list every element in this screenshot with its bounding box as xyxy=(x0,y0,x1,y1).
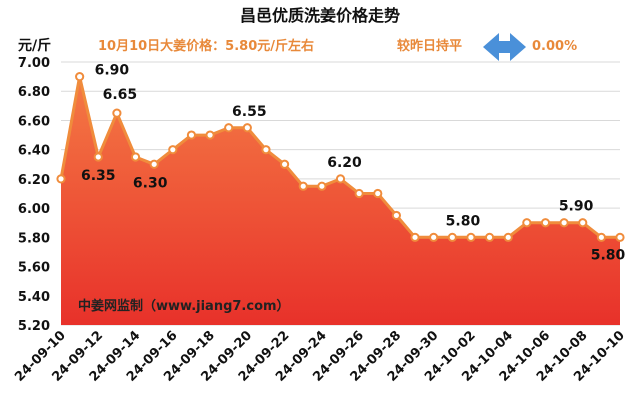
data-point xyxy=(130,152,141,162)
data-point xyxy=(429,232,439,242)
data-point xyxy=(466,232,476,242)
left-right-arrow-icon xyxy=(483,33,526,61)
y-tick-label: 5.40 xyxy=(18,290,50,305)
y-axis-ticks: 7.00 6.80 6.60 6.40 6.20 6.00 5.80 5.60 5.40 5.20 xyxy=(18,56,50,334)
y-tick-label: 6.80 xyxy=(18,85,50,100)
data-point xyxy=(391,210,401,221)
data-label: 6.55 xyxy=(232,104,267,120)
data-label: 6.30 xyxy=(133,175,168,191)
chart-title: 昌邑优质洗姜价格走势 xyxy=(240,6,400,25)
change-label: 较昨日持平 xyxy=(397,38,462,54)
data-label: 6.35 xyxy=(81,168,116,184)
data-label: 5.80 xyxy=(591,247,626,263)
y-tick-label: 5.20 xyxy=(18,319,50,334)
y-tick-label: 5.60 xyxy=(18,261,50,276)
data-point xyxy=(596,232,606,242)
data-point xyxy=(447,232,457,242)
y-tick-label: 6.60 xyxy=(18,114,50,129)
data-point xyxy=(112,108,122,118)
data-labels: 6.90 6.35 6.65 6.30 6.55 6.20 5.80 5.90 5.80 xyxy=(81,63,626,264)
data-label: 5.80 xyxy=(446,213,481,229)
data-point xyxy=(298,181,308,191)
data-point xyxy=(503,232,513,242)
data-label: 6.65 xyxy=(103,87,138,103)
y-unit-label: 元/斤 xyxy=(18,37,51,54)
data-point xyxy=(93,152,103,162)
data-point xyxy=(317,181,327,191)
y-tick-label: 7.00 xyxy=(18,56,50,71)
data-label: 6.90 xyxy=(95,63,130,79)
y-tick-label: 6.00 xyxy=(18,202,50,217)
data-point xyxy=(224,123,234,133)
data-point xyxy=(410,232,420,242)
data-points xyxy=(56,72,625,242)
price-note: 10月10日大姜价格：5.80元/斤左右 xyxy=(98,38,314,54)
data-point xyxy=(373,188,383,199)
data-point xyxy=(186,130,197,140)
data-point xyxy=(56,174,66,184)
y-tick-label: 5.80 xyxy=(18,231,50,246)
data-point xyxy=(578,218,588,228)
data-label: 6.20 xyxy=(327,155,362,171)
x-axis-ticks: 24-09-1024-09-1224-09-1424-09-1624-09-18… xyxy=(12,328,628,385)
data-label: 5.90 xyxy=(559,199,594,215)
data-point xyxy=(242,123,252,133)
data-point xyxy=(484,232,495,242)
data-point xyxy=(559,218,569,228)
data-point xyxy=(615,232,625,242)
data-point xyxy=(168,145,178,155)
data-point xyxy=(75,72,85,82)
price-area xyxy=(61,76,620,325)
data-point xyxy=(522,218,532,228)
y-tick-label: 6.20 xyxy=(18,173,50,188)
y-tick-label: 6.40 xyxy=(18,144,50,159)
watermark: 中姜网监制（www.jiang7.com） xyxy=(78,298,290,314)
data-point xyxy=(540,218,551,228)
change-value: 0.00% xyxy=(532,39,577,54)
data-point xyxy=(261,145,271,155)
data-point xyxy=(149,159,159,169)
data-point xyxy=(335,174,346,184)
data-point xyxy=(280,159,290,169)
data-point xyxy=(205,130,215,140)
data-point xyxy=(354,188,364,199)
